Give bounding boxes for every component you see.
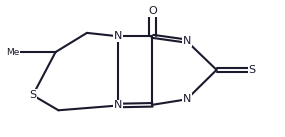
Text: S: S <box>29 90 36 100</box>
Text: O: O <box>148 6 157 16</box>
Text: N: N <box>114 101 123 110</box>
Text: N: N <box>182 36 191 46</box>
Text: N: N <box>114 31 123 41</box>
Text: S: S <box>249 65 256 75</box>
Text: N: N <box>182 94 191 104</box>
Text: Me: Me <box>6 48 19 57</box>
